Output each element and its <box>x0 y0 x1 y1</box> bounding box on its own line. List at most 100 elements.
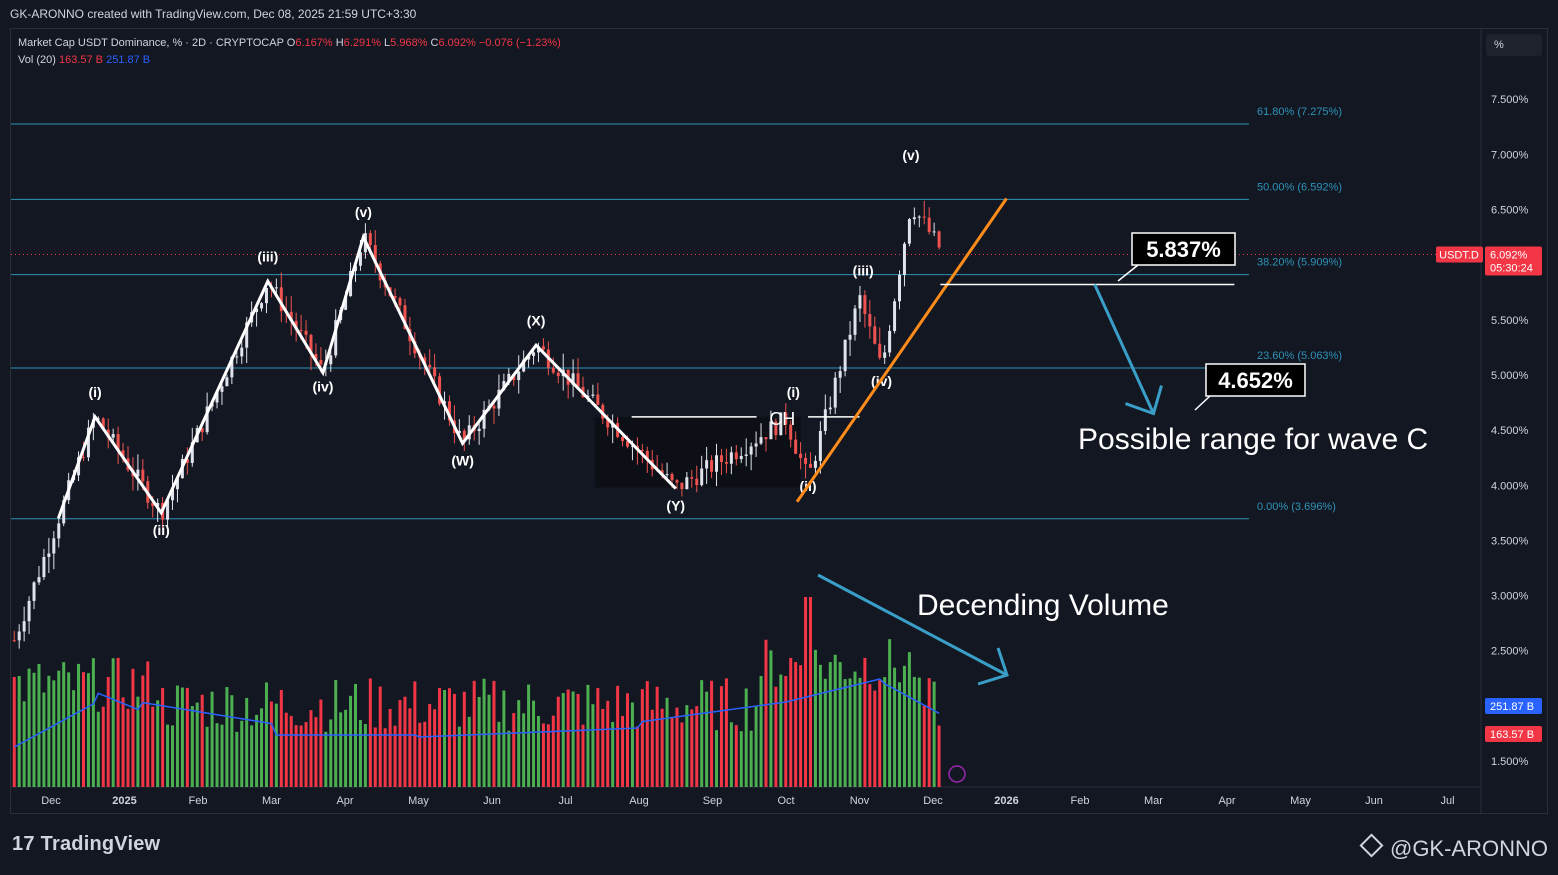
candle-body <box>477 428 481 432</box>
volume-bar <box>225 687 229 787</box>
candle-body <box>744 454 748 456</box>
target-callout-pointer <box>1117 264 1139 282</box>
volume-bar <box>586 684 590 787</box>
volume-bar <box>72 690 76 787</box>
tradingview-logo[interactable]: 17 TradingView <box>12 833 160 856</box>
y-tick-label: 4.000% <box>1491 480 1529 492</box>
volume-bar <box>779 674 783 787</box>
x-tick-label: Apr <box>1218 795 1235 807</box>
volume-bar <box>566 689 570 787</box>
volume-bar <box>630 702 634 787</box>
volume-bar <box>428 703 432 787</box>
candle-body <box>17 631 21 641</box>
annotation-volume: Decending Volume <box>917 589 1169 622</box>
volume-bar <box>195 702 199 787</box>
chart-frame <box>10 28 1548 814</box>
volume-bar <box>551 715 555 787</box>
candle-body <box>274 287 278 289</box>
volume-bar <box>269 701 273 787</box>
candle-body <box>329 355 333 365</box>
candle-body <box>215 391 219 403</box>
volume-bar <box>917 677 921 787</box>
fib-level-label: 61.80% (7.275%) <box>1257 106 1342 118</box>
volume-bar <box>393 725 397 787</box>
volume-bar <box>665 697 669 787</box>
candle-body <box>438 376 442 404</box>
volume-bar <box>111 658 115 787</box>
candle-body <box>205 406 209 433</box>
volume-bar <box>532 700 536 787</box>
volume-bar <box>235 731 239 787</box>
volume-bar <box>655 686 659 787</box>
volume-bar <box>77 663 81 787</box>
volume-bar <box>482 678 486 787</box>
x-tick-label: Apr <box>336 795 353 807</box>
candle-body <box>739 455 743 460</box>
chart-legend: Market Cap USDT Dominance, % · 2D · CRYP… <box>18 35 561 69</box>
volume-bar <box>274 703 278 787</box>
volume-bar <box>576 693 580 787</box>
candle-body <box>428 364 432 368</box>
volume-bar <box>185 687 189 787</box>
volume-bar <box>858 677 862 787</box>
candle-body <box>309 334 313 355</box>
volume-bar <box>818 664 822 787</box>
volume-bar <box>888 639 892 787</box>
candle-body <box>784 412 788 425</box>
volume-bar <box>81 672 85 787</box>
symbol-tag-box <box>1436 246 1483 263</box>
price-tag-countdown: 05:30:24 <box>1490 263 1533 275</box>
volume-bar <box>700 680 704 787</box>
candle-body <box>710 460 714 472</box>
volume-bar <box>759 675 763 787</box>
legend-high-label: H <box>335 37 344 49</box>
candle-body <box>42 556 46 578</box>
attribution-text: GK-ARONNO created with TradingView.com, … <box>10 7 417 21</box>
volume-bar <box>591 704 595 787</box>
volume-bar <box>334 680 338 787</box>
candle-body <box>907 219 911 244</box>
candle-body <box>492 405 496 409</box>
volume-bar <box>601 708 605 787</box>
volume-bar <box>284 712 288 787</box>
volume-bar <box>828 662 832 787</box>
candle-body <box>264 288 268 304</box>
lightning-icon <box>948 765 966 783</box>
y-tick-label: 7.000% <box>1491 149 1529 161</box>
volume-bar <box>22 701 26 787</box>
volume-bar <box>438 687 442 787</box>
volume-bar <box>878 680 882 787</box>
candle-body <box>764 437 768 440</box>
volume-bar <box>912 676 916 787</box>
volume-bar <box>250 725 254 787</box>
price-chart[interactable]: 7.500%7.000%6.500%6.000%5.500%5.000%4.50… <box>0 0 1558 815</box>
candle-body <box>932 231 936 233</box>
candle-body <box>705 460 709 469</box>
percent-scale-button[interactable]: % <box>1486 34 1542 56</box>
candle-body <box>749 446 753 455</box>
volume-bar <box>581 724 585 787</box>
candle-body <box>279 287 283 312</box>
candle-body <box>774 421 778 436</box>
candle-body <box>334 320 338 356</box>
candle-body <box>111 434 115 438</box>
volume-bar <box>744 688 748 787</box>
legend-open-label: O <box>286 37 296 49</box>
candle-body <box>527 355 531 360</box>
legend-low-value: 5.968% <box>390 37 428 49</box>
volume-bar <box>848 678 852 787</box>
candle-body <box>171 489 175 501</box>
candle-body <box>116 434 120 451</box>
candle-body <box>319 359 323 365</box>
volume-bar <box>52 680 56 787</box>
candle-body <box>304 330 308 335</box>
volume-bar <box>695 706 699 787</box>
candle-body <box>670 474 674 481</box>
candle-body <box>848 334 852 340</box>
candle-body <box>715 455 719 472</box>
volume-bar <box>294 725 298 787</box>
volume-bar <box>536 715 540 787</box>
volume-bar <box>299 725 303 787</box>
volume-bar <box>650 709 654 787</box>
candle-body <box>22 621 26 632</box>
